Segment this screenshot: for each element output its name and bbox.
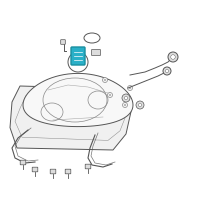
Circle shape (136, 101, 144, 109)
FancyBboxPatch shape (20, 160, 26, 165)
Circle shape (124, 96, 128, 100)
Circle shape (122, 102, 128, 108)
FancyBboxPatch shape (32, 167, 38, 172)
Circle shape (168, 52, 178, 62)
Circle shape (129, 87, 131, 89)
FancyBboxPatch shape (92, 49, 101, 55)
Circle shape (122, 94, 130, 102)
FancyBboxPatch shape (61, 40, 65, 44)
Circle shape (163, 67, 171, 75)
Polygon shape (23, 73, 133, 127)
Polygon shape (10, 86, 131, 150)
Circle shape (165, 69, 169, 73)
Circle shape (138, 103, 142, 107)
Circle shape (108, 92, 112, 98)
FancyBboxPatch shape (50, 169, 56, 174)
Circle shape (102, 77, 108, 82)
FancyBboxPatch shape (71, 47, 85, 65)
FancyBboxPatch shape (65, 169, 71, 174)
Circle shape (171, 55, 175, 59)
Circle shape (109, 94, 111, 96)
Circle shape (128, 86, 132, 90)
FancyBboxPatch shape (85, 164, 91, 169)
Circle shape (124, 104, 126, 106)
Circle shape (104, 79, 106, 81)
